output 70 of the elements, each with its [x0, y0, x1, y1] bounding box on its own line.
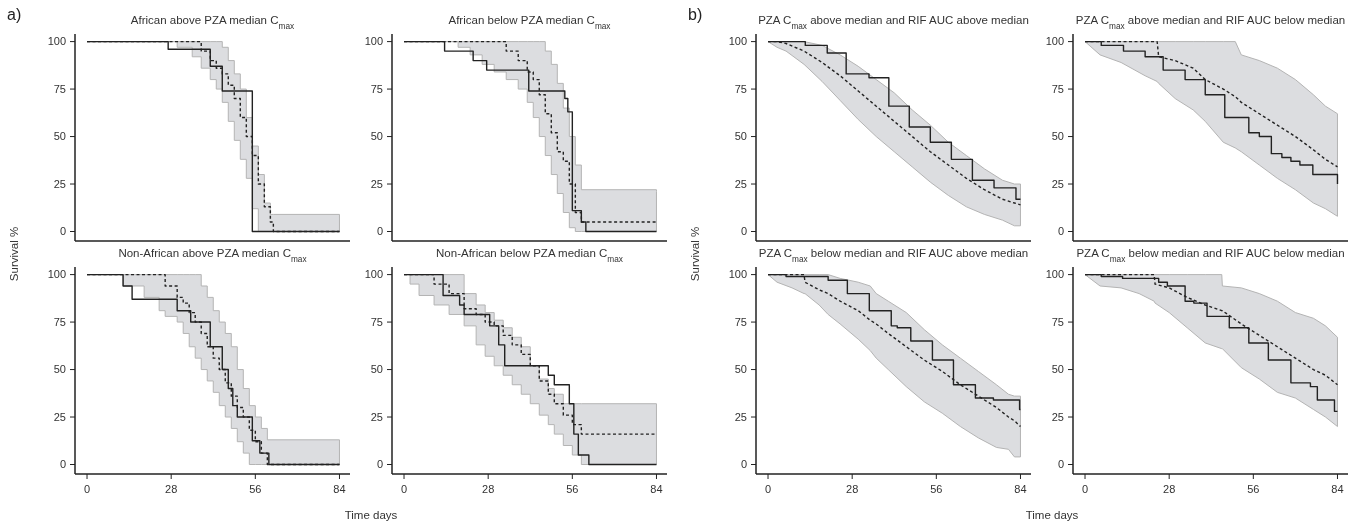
x-tick-label: 28: [846, 483, 859, 495]
y-tick-label: 0: [59, 225, 66, 238]
y-tick-label: 75: [1051, 82, 1064, 95]
text: a): [7, 6, 22, 23]
y-tick-label: 75: [53, 82, 66, 95]
x-tick-label: 56: [1247, 483, 1260, 495]
y-tick-label: 100: [728, 35, 747, 48]
y-tick-label: 25: [1051, 410, 1064, 423]
y-tick-label: 0: [1057, 458, 1064, 471]
y-tick-label: 25: [370, 177, 383, 190]
x-tick-label: 0: [1081, 483, 1089, 495]
chart-title: PZA C$_{max}$ below median and RIF AUC below median: [1076, 247, 1345, 264]
y-tick-label: 50: [734, 130, 747, 143]
y-tick-label: 75: [1051, 315, 1064, 328]
chart-title: PZA C$_{max}$ above median and RIF AUC above median: [758, 14, 1029, 31]
y-tick-label: 50: [1051, 130, 1064, 143]
y-tick-label: 75: [53, 315, 66, 328]
text: b): [688, 6, 703, 23]
x-tick-label: 56: [249, 483, 262, 495]
y-tick-label: 75: [734, 82, 747, 95]
y-tick-label: 100: [1045, 268, 1064, 281]
y-tick-label: 50: [1051, 363, 1064, 376]
y-tick-label: 25: [53, 177, 66, 190]
chart-title: African above PZA median C$_{max}$: [130, 14, 296, 31]
y-tick-label: 25: [370, 410, 383, 423]
y-tick-label: 100: [728, 268, 747, 281]
y-axis-title: Survival %: [8, 226, 20, 282]
y-tick-label: 75: [370, 315, 383, 328]
y-axis-title: Survival %: [689, 226, 701, 282]
y-tick-label: 100: [364, 268, 383, 281]
chart-title: Non-African below PZA median C$_{max}$: [436, 247, 624, 264]
x-tick-label: 28: [1163, 483, 1176, 495]
chart-title: African below PZA median C$_{max}$: [448, 14, 612, 31]
x-tick-label: 84: [1014, 483, 1027, 495]
y-tick-label: 100: [1045, 35, 1064, 48]
x-tick-label: 0: [83, 483, 91, 495]
y-tick-label: 0: [376, 225, 383, 238]
x-tick-label: 28: [482, 483, 495, 495]
y-tick-label: 100: [47, 35, 66, 48]
y-tick-label: 0: [59, 458, 66, 471]
y-tick-label: 50: [53, 130, 66, 143]
x-tick-label: 56: [566, 483, 579, 495]
chart-title: PZA C$_{max}$ above median and RIF AUC below median: [1075, 14, 1346, 31]
x-tick-label: 0: [764, 483, 772, 495]
x-axis-title: Time days: [344, 509, 398, 521]
y-tick-label: 100: [47, 268, 66, 281]
x-tick-label: 84: [1331, 483, 1344, 495]
y-tick-label: 25: [53, 410, 66, 423]
chart-title: PZA C$_{max}$ below median and RIF AUC above median: [758, 247, 1029, 264]
y-tick-label: 0: [740, 225, 747, 238]
x-tick-label: 84: [650, 483, 663, 495]
x-tick-label: 28: [165, 483, 178, 495]
y-tick-label: 0: [740, 458, 747, 471]
chart-title: Non-African above PZA median C$_{max}$: [118, 247, 308, 264]
y-tick-label: 50: [734, 363, 747, 376]
y-tick-label: 50: [370, 130, 383, 143]
y-tick-label: 75: [734, 315, 747, 328]
x-axis-title: Time days: [1025, 509, 1079, 521]
y-tick-label: 50: [370, 363, 383, 376]
y-tick-label: 75: [370, 82, 383, 95]
y-tick-label: 0: [1057, 225, 1064, 238]
y-tick-label: 50: [53, 363, 66, 376]
y-tick-label: 25: [1051, 177, 1064, 190]
y-tick-label: 25: [734, 177, 747, 190]
x-tick-label: 0: [400, 483, 408, 495]
x-tick-label: 56: [930, 483, 943, 495]
x-tick-label: 84: [333, 483, 346, 495]
y-tick-label: 0: [376, 458, 383, 471]
y-tick-label: 100: [364, 35, 383, 48]
y-tick-label: 25: [734, 410, 747, 423]
